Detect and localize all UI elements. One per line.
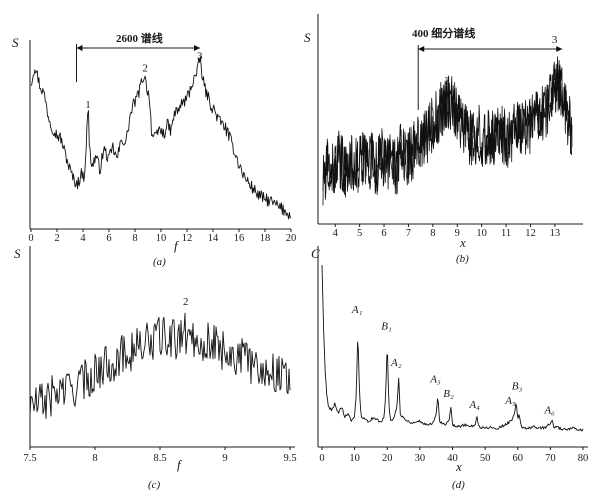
panel-d-peak-label: A₅ — [504, 395, 516, 407]
panel-b-tick-label: 6 — [381, 228, 386, 239]
panel-a-tick-label: 0 — [28, 233, 33, 244]
panel-a-tick-label: 12 — [182, 233, 193, 244]
panel-a-peak-label: 2 — [142, 63, 148, 75]
panel-d-peak-label: A₄ — [468, 399, 480, 411]
panel-d-tick-label: 50 — [480, 453, 491, 464]
panel-a-series — [30, 56, 292, 220]
panel-d-series — [321, 265, 584, 432]
panel-a-banner — [76, 44, 200, 82]
panel-d-tick-label: 0 — [319, 453, 324, 464]
panel-b-tick-label: 13 — [550, 228, 561, 239]
panel-d-peak-label: B₃ — [512, 381, 523, 393]
panel-d-peak-label: A₁ — [351, 304, 363, 316]
panel-b-tick-label: 10 — [476, 228, 487, 239]
panel-b-banner-arrow — [556, 46, 563, 52]
panel-c-series-line-0 — [29, 312, 291, 420]
panel-c-series — [29, 312, 291, 420]
panel-a-tick-label: 2 — [54, 233, 59, 244]
panel-b-peak-label: 3 — [552, 34, 558, 46]
panel-a-tick-label: 10 — [156, 233, 167, 244]
panel-a-banner-arrow-left — [76, 45, 83, 51]
panel-a-peak-label: 3 — [197, 50, 203, 62]
panel-a-y-label: S — [12, 35, 19, 50]
panel-c-tick-label: 9.5 — [283, 453, 296, 464]
panel-c-caption: (c) — [148, 479, 161, 491]
panel-b-peak-label: 2 — [445, 75, 451, 87]
panel-b-tick-label: 11 — [501, 228, 511, 239]
panel-b-tick-label: 5 — [357, 228, 362, 239]
panel-b-banner-label: 400 细分谱线 — [412, 26, 475, 40]
panel-c-ticks: 7.5 8 8.5 9 9.5 — [23, 447, 297, 464]
panel-c: S f (c) 7.5 8 8.5 9 9.5 2 — [14, 246, 297, 491]
panel-b-caption: (b) — [456, 253, 469, 265]
panel-d-series-line-0 — [321, 265, 584, 432]
panel-a-series-line-0 — [30, 56, 292, 220]
panel-c-tick-label: 8 — [92, 453, 97, 464]
panel-a-ticks: 0 2 4 6 8 10 12 14 16 18 20 — [28, 229, 296, 244]
panel-d-tick-label: 80 — [578, 453, 589, 464]
panel-d-peak-label: A₃ — [429, 373, 441, 385]
panel-b-tick-label: 7 — [406, 228, 411, 239]
panel-d-peak-label: B₁ — [381, 321, 392, 333]
panel-d-tick-label: 40 — [447, 453, 458, 464]
panel-c-tick-label: 7.5 — [23, 453, 36, 464]
panel-a-tick-label: 4 — [80, 233, 86, 244]
panel-a-tick-label: 16 — [234, 233, 245, 244]
panel-c-peak-label: 2 — [183, 296, 189, 308]
panel-b-tick-label: 8 — [430, 228, 435, 239]
panel-b-peaks: 23 — [445, 34, 558, 87]
panel-b-tick-label: 9 — [455, 228, 460, 239]
panel-a-peak-label: 1 — [85, 99, 91, 111]
panel-b-series-line-overlay — [322, 56, 573, 206]
panel-a-peaks: 1 2 3 — [85, 50, 203, 111]
panel-b-tick-label: 4 — [333, 228, 339, 239]
panel-b-x-label: x — [459, 235, 466, 250]
panel-a-tick-label: 14 — [208, 233, 219, 244]
panel-d-tick-label: 20 — [382, 453, 393, 464]
panel-b-ticks: 4 5 6 7 8 9 10 11 12 13 — [333, 224, 561, 239]
panel-b-banner — [417, 45, 563, 110]
panel-b-banner-arrow-left — [418, 46, 425, 52]
panel-d-tick-label: 60 — [513, 453, 524, 464]
panel-a-tick-label: 18 — [260, 233, 271, 244]
panel-d-tick-label: 70 — [545, 453, 556, 464]
panel-a-tick-label: 6 — [106, 233, 111, 244]
panel-d-y-label: C — [311, 246, 320, 261]
panel-b-tick-label: 12 — [525, 228, 536, 239]
panel-a: S f (a) 2600 谱线 0 2 4 6 8 10 12 14 16 18 20 123 — [12, 31, 296, 268]
panel-b-series — [322, 56, 573, 206]
panel-a-banner-label: 2600 谱线 — [116, 31, 163, 45]
panel-d-tick-label: 10 — [349, 453, 360, 464]
panel-d-peak-label: A₂ — [390, 357, 402, 369]
panel-d-tick-label: 30 — [415, 453, 426, 464]
panel-d-x-label: x — [455, 459, 462, 474]
panel-a-banner-arrow — [194, 45, 200, 51]
panel-d-peak-label: A₆ — [543, 404, 555, 416]
panel-c-y-label: S — [14, 246, 21, 261]
panel-a-tick-label: 8 — [132, 233, 137, 244]
panel-a-x-label: f — [174, 238, 180, 253]
panel-a-caption: (a) — [153, 256, 166, 268]
panel-d-caption: (d) — [452, 479, 465, 491]
panel-c-tick-label: 9 — [222, 453, 227, 464]
panel-c-x-label: f — [177, 457, 183, 472]
panel-b: S x (b) 400 细分谱线 4 5 6 7 8 9 10 11 12 13 23 — [304, 14, 583, 265]
panel-d-peak-label: B₂ — [443, 388, 454, 400]
panel-d-ticks: 0 10 20 30 40 50 60 70 80 — [319, 447, 588, 464]
panel-c-tick-label: 8.5 — [153, 453, 166, 464]
panel-a-tick-label: 20 — [286, 233, 297, 244]
panel-c-peaks: 2 — [183, 296, 189, 308]
panel-b-y-label: S — [304, 30, 311, 45]
